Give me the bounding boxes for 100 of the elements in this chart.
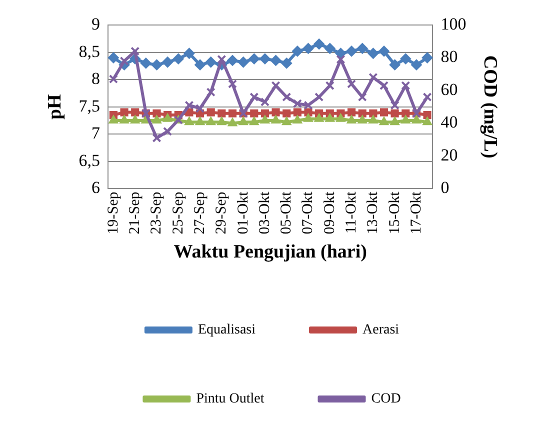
point (163, 126, 172, 136)
point (238, 116, 248, 126)
x-tick-label: 17-Okt (408, 190, 424, 234)
point (324, 42, 336, 54)
point (368, 114, 378, 124)
x-axis-title: Waktu Pengujian (hari) (174, 242, 367, 263)
point (120, 56, 129, 66)
point (358, 109, 366, 118)
y-tick-label: 6 (92, 178, 100, 198)
x-tick-label: 21-Sep (127, 192, 144, 234)
y-axis-title: pH (44, 94, 66, 120)
y2-tick-label: 100 (440, 14, 466, 34)
point (238, 56, 249, 68)
point (336, 113, 346, 122)
point (302, 42, 314, 54)
legend-label: Equalisasi (198, 322, 256, 338)
point (120, 108, 128, 116)
x-tick-label: 19-Sep (105, 192, 122, 234)
point (216, 116, 227, 126)
y2-tick-label: 80 (440, 47, 458, 66)
y2-tick-label: 40 (440, 112, 458, 132)
point (336, 54, 346, 64)
point (248, 53, 260, 64)
point (249, 116, 259, 126)
point (422, 116, 432, 126)
legend-label: Aerasi (362, 322, 400, 338)
point (282, 92, 292, 102)
point (270, 54, 282, 66)
point (400, 114, 410, 124)
point (400, 53, 412, 64)
point (379, 116, 389, 126)
point (378, 46, 390, 57)
y-tick-label: 6,5 (78, 150, 100, 170)
point (162, 56, 174, 68)
point (250, 109, 258, 118)
point (260, 97, 270, 106)
y-tick-label: 7 (92, 124, 101, 143)
point (346, 114, 356, 124)
x-tick-label: 07-Okt (300, 190, 316, 234)
point (140, 58, 152, 69)
point (272, 108, 280, 116)
point (228, 79, 238, 88)
point (270, 114, 281, 124)
y2-tick-label: 0 (440, 178, 450, 198)
point (346, 46, 358, 57)
point (152, 114, 162, 124)
point (348, 108, 356, 116)
point (228, 109, 237, 118)
point (206, 116, 216, 126)
point (228, 118, 238, 126)
point (108, 52, 119, 64)
point (292, 46, 303, 57)
legend-label: Pintu Outlet (196, 392, 264, 407)
point (152, 133, 162, 142)
y2-axis-title: COD (mg/L) (480, 55, 501, 158)
point (368, 48, 379, 59)
point (314, 38, 325, 50)
point (369, 109, 378, 118)
point (206, 88, 216, 97)
point (282, 109, 291, 118)
point (422, 92, 432, 102)
point (358, 92, 367, 102)
point (368, 72, 378, 82)
point (390, 116, 400, 126)
point (325, 113, 335, 122)
x-tick-label: 03-Okt (256, 190, 273, 234)
point (293, 108, 302, 116)
y-tick-label: 7,5 (78, 96, 100, 116)
point (423, 111, 432, 120)
point (130, 46, 140, 56)
point (292, 114, 302, 124)
y-tick-label: 8,5 (78, 42, 100, 61)
point (260, 109, 269, 118)
point (250, 92, 259, 102)
legend-label: COD (371, 392, 401, 407)
point (131, 108, 140, 116)
x-tick-label: 01-Okt (235, 190, 252, 234)
point (151, 59, 162, 70)
point (410, 59, 422, 70)
point (227, 54, 238, 66)
point (347, 79, 356, 88)
point (380, 108, 388, 116)
point (196, 104, 205, 114)
point (260, 114, 270, 124)
point (422, 52, 433, 64)
point (108, 74, 118, 84)
y-tick-label: 9 (92, 14, 100, 34)
point (335, 48, 346, 59)
point (108, 114, 118, 124)
point (206, 108, 215, 116)
x-tick-label: 15-Okt (386, 190, 403, 234)
point (314, 113, 324, 122)
point (402, 109, 410, 118)
point (303, 113, 314, 122)
y2-tick-label: 60 (440, 80, 458, 99)
point (184, 100, 194, 110)
x-tick-label: 25-Sep (170, 192, 186, 234)
point (195, 116, 205, 126)
point (390, 100, 400, 110)
point (304, 100, 313, 110)
